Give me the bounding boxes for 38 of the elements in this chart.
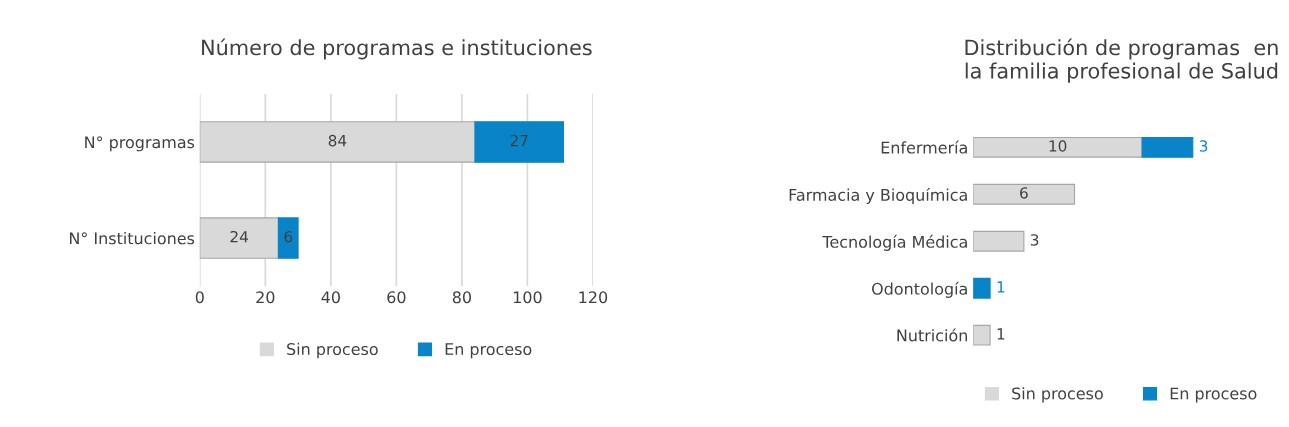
x-tick-label: 80 xyxy=(452,291,471,304)
x-tick-label: 120 xyxy=(579,291,608,304)
x-tick-label: 20 xyxy=(256,291,275,304)
data-label: 27 xyxy=(510,134,528,147)
bar xyxy=(1141,136,1194,158)
y-tick-label: Tecnología Médica xyxy=(822,234,967,251)
data-label: 6 xyxy=(1020,187,1028,199)
legend-label: Sin proceso xyxy=(1012,387,1103,403)
bar xyxy=(474,121,565,163)
chart-title: Número de programas e instituciones xyxy=(202,38,592,60)
legend-label: En proceso xyxy=(1170,387,1257,403)
y-tick-label: Odontología xyxy=(872,281,967,298)
bar xyxy=(973,136,1143,158)
y-tick-label: N° Instituciones xyxy=(69,231,195,245)
x-tick-label: 0 xyxy=(195,291,204,304)
legend-label: Sin proceso xyxy=(287,342,378,359)
data-label: 3 xyxy=(1030,234,1039,246)
bar xyxy=(973,277,991,299)
bar xyxy=(973,183,1076,205)
x-tick-label: 100 xyxy=(513,291,542,304)
x-tick-label: 60 xyxy=(387,291,406,304)
y-tick-label: N° programas xyxy=(85,136,195,152)
data-label: 24 xyxy=(230,230,248,243)
data-label: 10 xyxy=(1049,140,1067,152)
chart-title: Distribución de programas en la familia profesional de Salud xyxy=(965,38,1278,83)
y-tick-label: Enfermería xyxy=(881,140,967,154)
bar xyxy=(973,324,991,346)
data-label: 3 xyxy=(1199,140,1208,152)
data-label: 6 xyxy=(284,230,293,243)
y-tick-label: Nutrición xyxy=(897,328,967,342)
data-label: 84 xyxy=(328,134,347,147)
bar xyxy=(973,230,1025,252)
bar xyxy=(277,217,299,259)
y-tick-label: Farmacia y Bioquímica xyxy=(789,187,967,204)
legend-label: En proceso xyxy=(445,343,532,359)
data-label: 1 xyxy=(997,328,1005,340)
data-label: 1 xyxy=(997,281,1005,293)
x-tick-label: 40 xyxy=(321,291,340,304)
